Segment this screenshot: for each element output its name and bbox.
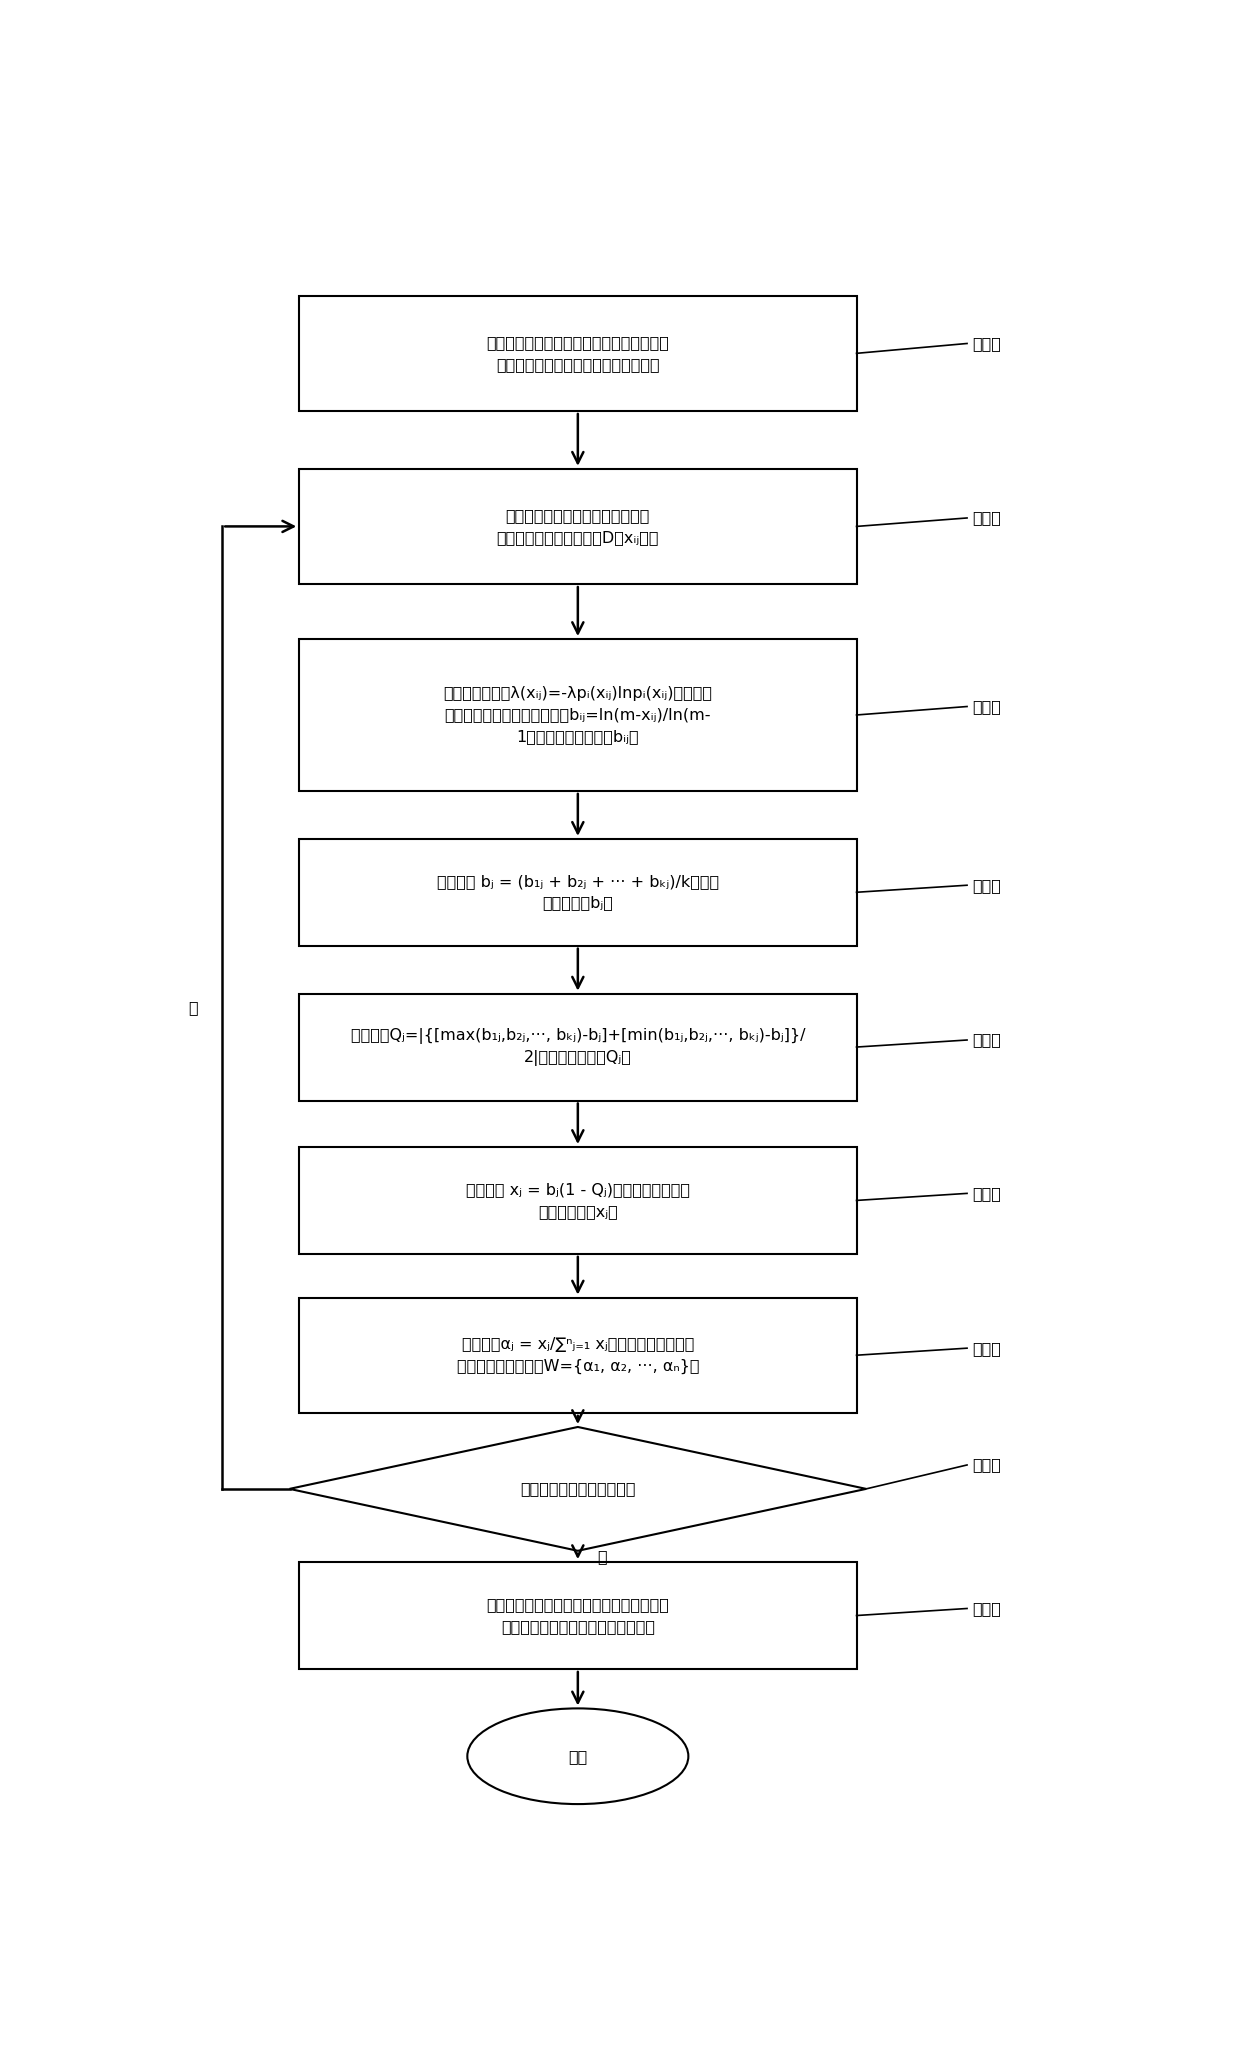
Text: 各级指标权重是否计算完成: 各级指标权重是否计算完成 xyxy=(520,1481,636,1497)
Text: 结束: 结束 xyxy=(568,1749,588,1764)
Text: 步骤三: 步骤三 xyxy=(972,700,1001,714)
Text: 利用公式 xⱼ = bⱼ(1 - Qⱼ)，计算每一个指标
的总体认识度xⱼ。: 利用公式 xⱼ = bⱼ(1 - Qⱼ)，计算每一个指标 的总体认识度xⱼ。 xyxy=(466,1181,689,1218)
Bar xyxy=(299,1146,857,1253)
Text: 利用公式αⱼ = xⱼ/∑ⁿⱼ₌₁ xⱼ，进行归一化处理计
计算出各指标权重集W={α₁, α₂, ···, αₙ}。: 利用公式αⱼ = xⱼ/∑ⁿⱼ₌₁ xⱼ，进行归一化处理计 计算出各指标权重集W… xyxy=(456,1336,699,1373)
Bar xyxy=(299,295,857,411)
Text: 利用公式Qⱼ=|{[max(b₁ⱼ,b₂ⱼ,···, bₖⱼ)-bⱼ]+[min(b₁ⱼ,b₂ⱼ,···, bₖⱼ)-bⱼ]}/
2|，计算认识盲度Qⱼ。: 利用公式Qⱼ=|{[max(b₁ⱼ,b₂ⱼ,···, bₖⱼ)-bⱼ]+[min… xyxy=(351,1028,805,1066)
Bar xyxy=(299,1561,857,1669)
Text: 步骤五: 步骤五 xyxy=(972,1032,1001,1047)
Text: 否: 否 xyxy=(188,999,198,1016)
Bar xyxy=(299,638,857,791)
Text: 根据一级指标权重值以及对应的二级指标权
重值，计算二级指标的综合权重值。: 根据一级指标权重值以及对应的二级指标权 重值，计算二级指标的综合权重值。 xyxy=(486,1596,670,1633)
Bar xyxy=(299,838,857,946)
Text: 利用公式 bⱼ = (b₁ⱼ + b₂ⱼ + ··· + bₖⱼ)/k，计算
平均认识度bⱼ。: 利用公式 bⱼ = (b₁ⱼ + b₂ⱼ + ··· + bₖⱼ)/k，计算 平… xyxy=(436,873,719,911)
Text: 利用德尔菲法确定评价指标的重要
性排序表，形成初始矩阵D（xᵢⱼ）。: 利用德尔菲法确定评价指标的重要 性排序表，形成初始矩阵D（xᵢⱼ）。 xyxy=(496,508,660,545)
Polygon shape xyxy=(290,1427,866,1551)
Text: 是: 是 xyxy=(596,1549,606,1563)
Text: 根据结构熵函数λ(xᵢⱼ)=-λpᵢ(xᵢⱼ)lnpᵢ(xᵢⱼ)，计算得
到转化的隶属函数（熵函数）bᵢⱼ=ln(m-xᵢⱼ)/ln(m-
1），并计算隶属矩阵: 根据结构熵函数λ(xᵢⱼ)=-λpᵢ(xᵢⱼ)lnpᵢ(xᵢⱼ)，计算得 到转化… xyxy=(444,686,712,743)
Text: 步骤六: 步骤六 xyxy=(972,1185,1001,1202)
Text: 步骤四: 步骤四 xyxy=(972,878,1001,892)
Text: 步骤九: 步骤九 xyxy=(972,1600,1001,1617)
Text: 步骤八: 步骤八 xyxy=(972,1458,1001,1472)
Bar xyxy=(299,993,857,1101)
Bar xyxy=(299,469,857,584)
Text: 步骤二: 步骤二 xyxy=(972,510,1001,525)
Text: 步骤七: 步骤七 xyxy=(972,1340,1001,1355)
Ellipse shape xyxy=(467,1708,688,1805)
Bar xyxy=(299,1297,857,1412)
Text: 步骤一: 步骤一 xyxy=(972,337,1001,351)
Text: 根据典型环境的地域特征，构建典型环境下
智能电能表可靠性综合评价指标体系。: 根据典型环境的地域特征，构建典型环境下 智能电能表可靠性综合评价指标体系。 xyxy=(486,335,670,372)
